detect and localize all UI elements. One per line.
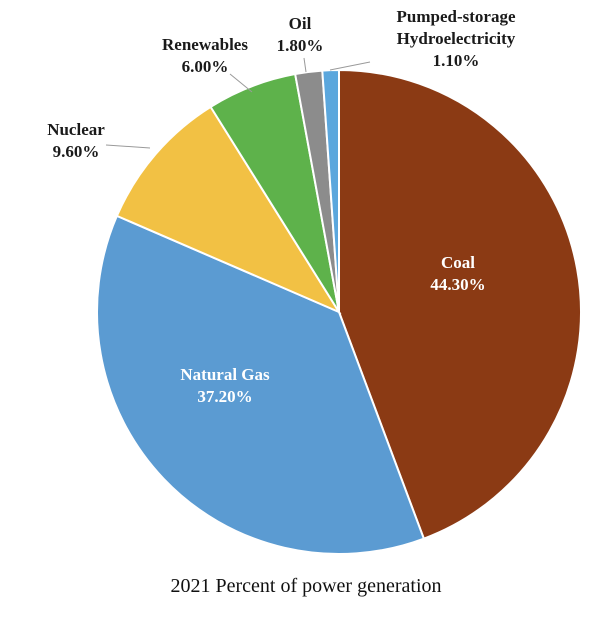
slice-label-coal: Coal (441, 253, 475, 272)
pie-slice-coal (338, 68, 582, 540)
pie-slice-natural-gas (96, 214, 426, 555)
leader-line-nuclear (105, 144, 151, 149)
slice-label-pumped-storage-hydroelectricity-line1: Pumped-storage (397, 7, 516, 26)
chart-title: 2021 Percent of power generation (170, 575, 442, 597)
slice-label-natural-gas: Natural Gas (180, 365, 270, 384)
slice-label-renewables: Renewables (162, 35, 248, 54)
leader-line-pumped-storage-hydroelectricity (329, 61, 371, 71)
leader-line-renewables (229, 73, 253, 93)
slice-value-oil: 1.80% (277, 36, 324, 55)
slice-value-coal: 44.30% (430, 275, 485, 294)
slice-label-pumped-storage-hydroelectricity-line2: Hydroelectricity (397, 29, 516, 48)
slice-label-oil: Oil (289, 14, 312, 33)
slice-value-natural-gas: 37.20% (197, 387, 252, 406)
slice-value-nuclear: 9.60% (53, 142, 100, 161)
leader-line-oil (303, 57, 307, 73)
slice-label-nuclear: Nuclear (47, 120, 105, 139)
pie-slice-nuclear (115, 105, 342, 315)
slice-value-pumped-storage-hydroelectricity: 1.10% (433, 51, 480, 70)
slice-value-renewables: 6.00% (182, 57, 229, 76)
